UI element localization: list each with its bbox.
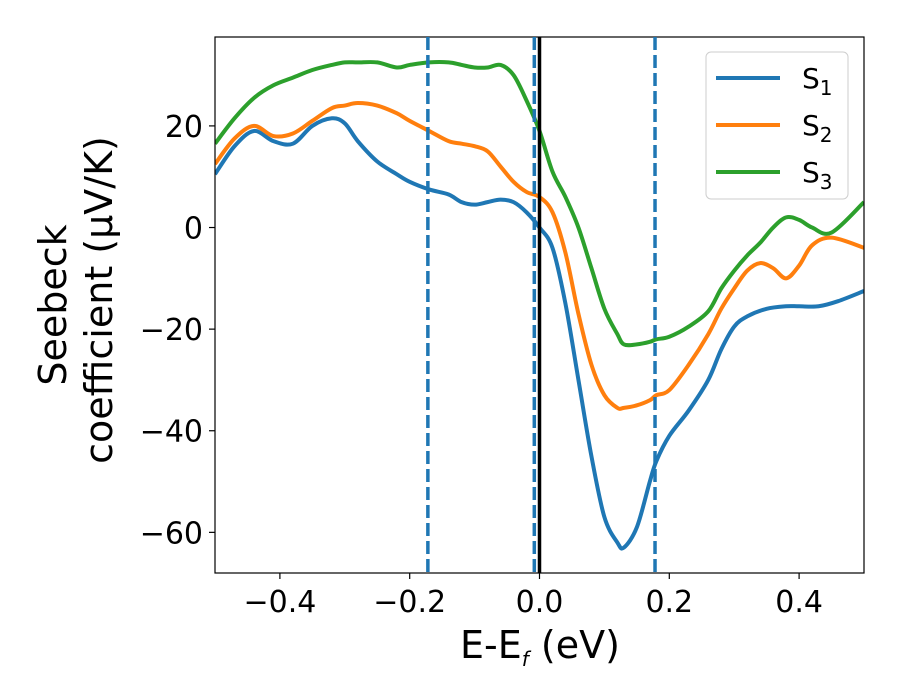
x-tick-label: −0.4 <box>243 585 316 620</box>
y-axis-ticks: −60 −40 −20 0 20 <box>140 110 215 551</box>
legend-label-s2: S2 <box>802 109 833 147</box>
series-lines <box>215 60 864 551</box>
series-line-s2 <box>215 101 864 411</box>
series-line-s3 <box>215 60 864 348</box>
reference-lines <box>426 37 657 573</box>
y-axis-title: Seebeck <box>31 224 75 385</box>
y-tick-label: −40 <box>140 415 203 450</box>
y-tick-label: 0 <box>184 212 203 247</box>
x-tick-label: 0.4 <box>775 585 823 620</box>
x-axis-title: E-Ef (eV) <box>460 623 620 671</box>
y-tick-label: −60 <box>140 516 203 551</box>
x-tick-label: −0.2 <box>373 585 446 620</box>
x-axis-ticks: −0.4 −0.2 0.0 0.2 0.4 <box>243 573 823 620</box>
y-tick-label: 20 <box>165 110 203 145</box>
x-tick-label: 0.2 <box>645 585 693 620</box>
y-tick-label: −20 <box>140 313 203 348</box>
legend-label-s3: S3 <box>802 156 833 194</box>
series-line-s1 <box>215 116 864 551</box>
x-tick-label: 0.0 <box>516 585 564 620</box>
legend: S1 S2 S3 <box>705 51 849 200</box>
y-axis-title-line2: coefficient (μV/K) <box>77 136 121 464</box>
legend-label-s1: S1 <box>802 62 833 100</box>
